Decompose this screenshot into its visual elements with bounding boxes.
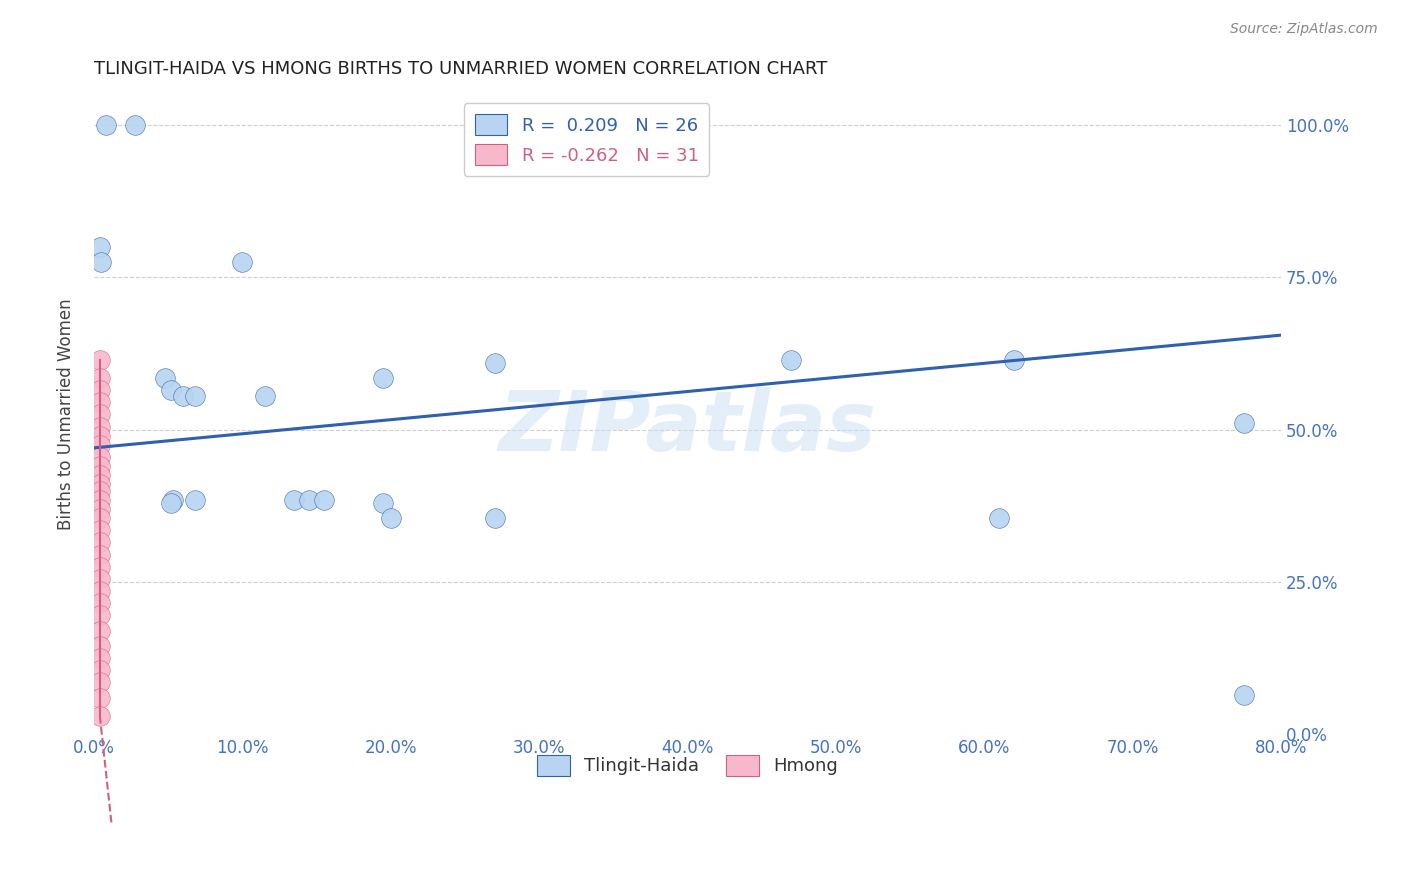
Point	[1002, 352, 1025, 367]
Point	[89, 492, 111, 507]
Text: TLINGIT-HAIDA VS HMONG BIRTHS TO UNMARRIED WOMEN CORRELATION CHART: TLINGIT-HAIDA VS HMONG BIRTHS TO UNMARRI…	[94, 60, 827, 78]
Point	[89, 559, 111, 574]
Point	[153, 371, 176, 385]
Point	[89, 383, 111, 397]
Point	[89, 483, 111, 498]
Point	[89, 352, 111, 367]
Point	[89, 608, 111, 623]
Point	[160, 383, 183, 397]
Point	[298, 492, 321, 507]
Point	[89, 523, 111, 537]
Point	[89, 419, 111, 434]
Point	[172, 389, 194, 403]
Point	[283, 492, 305, 507]
Point	[90, 255, 112, 269]
Point	[89, 395, 111, 409]
Point	[184, 492, 207, 507]
Point	[253, 389, 276, 403]
Point	[89, 371, 111, 385]
Point	[780, 352, 803, 367]
Point	[89, 459, 111, 474]
Point	[373, 371, 395, 385]
Point	[89, 639, 111, 653]
Point	[988, 511, 1011, 525]
Point	[162, 492, 184, 507]
Point	[89, 709, 111, 723]
Point	[89, 438, 111, 452]
Point	[484, 511, 506, 525]
Point	[89, 240, 111, 254]
Text: ZIPatlas: ZIPatlas	[499, 386, 876, 467]
Point	[89, 535, 111, 549]
Point	[89, 663, 111, 677]
Point	[231, 255, 253, 269]
Point	[89, 624, 111, 638]
Point	[89, 596, 111, 610]
Point	[373, 496, 395, 510]
Point	[1233, 417, 1256, 431]
Point	[94, 118, 117, 132]
Legend: Tlingit-Haida, Hmong: Tlingit-Haida, Hmong	[530, 747, 845, 783]
Point	[89, 408, 111, 422]
Text: Source: ZipAtlas.com: Source: ZipAtlas.com	[1230, 22, 1378, 37]
Point	[89, 584, 111, 599]
Point	[89, 675, 111, 690]
Point	[484, 355, 506, 369]
Point	[89, 501, 111, 516]
Point	[312, 492, 335, 507]
Point	[89, 511, 111, 525]
Point	[89, 690, 111, 705]
Point	[89, 468, 111, 483]
Point	[1233, 688, 1256, 702]
Point	[160, 496, 183, 510]
Point	[89, 651, 111, 665]
Y-axis label: Births to Unmarried Women: Births to Unmarried Women	[58, 299, 75, 530]
Point	[89, 548, 111, 562]
Point	[89, 450, 111, 464]
Point	[380, 511, 402, 525]
Point	[124, 118, 146, 132]
Point	[89, 477, 111, 491]
Point	[89, 428, 111, 442]
Point	[184, 389, 207, 403]
Point	[89, 572, 111, 586]
